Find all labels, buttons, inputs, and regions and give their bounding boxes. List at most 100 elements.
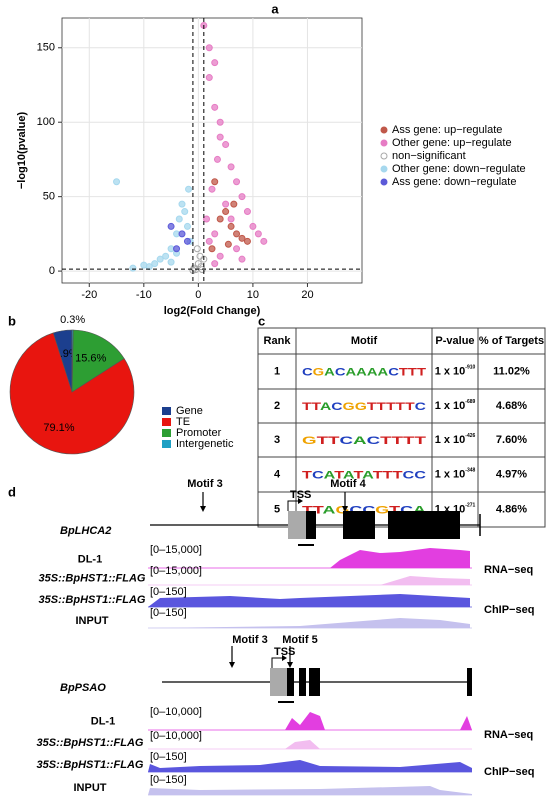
p-value: 1 x 10-348 — [435, 468, 476, 481]
arrow-head — [298, 498, 303, 504]
rank: 2 — [274, 400, 280, 412]
data-point — [216, 252, 224, 260]
table-header: % of Targets — [479, 335, 544, 347]
p-value-exponent: -271 — [465, 503, 475, 509]
arrow-head — [229, 662, 235, 668]
data-point — [208, 245, 216, 253]
y-tick-label: 150 — [37, 42, 55, 54]
x-tick-label: 20 — [301, 289, 313, 301]
data-point — [181, 208, 189, 216]
assay-label: RNA−seq — [484, 729, 533, 741]
legend-label: TE — [176, 416, 190, 428]
tss-label: TSS — [290, 489, 311, 501]
percent-targets: 4.86% — [496, 503, 527, 515]
data-point — [185, 185, 193, 193]
panel-label: a — [271, 1, 279, 16]
coverage-track — [148, 740, 472, 749]
data-point — [203, 215, 211, 223]
y-tick-label: 0 — [49, 265, 55, 277]
data-point — [190, 264, 198, 272]
data-point — [224, 240, 232, 248]
data-point — [249, 222, 257, 230]
exon — [467, 668, 472, 696]
exon — [388, 511, 460, 539]
pie-slice — [71, 329, 125, 393]
data-point — [205, 74, 213, 82]
tss-label: TSS — [274, 646, 295, 658]
track-range: [0–150] — [150, 586, 187, 598]
data-point — [167, 258, 175, 266]
data-point — [222, 200, 230, 208]
legend-marker — [380, 178, 388, 186]
gene-name: BpLHCA2 — [60, 525, 111, 537]
data-point — [211, 260, 219, 268]
legend-swatch — [162, 407, 171, 415]
motif-label: Motif 3 — [232, 634, 267, 646]
data-point — [211, 59, 219, 67]
arrow-head — [282, 655, 287, 661]
p-value-base: 1 x 10 — [435, 400, 466, 412]
coverage-track — [148, 594, 470, 607]
legend-label: non−significant — [392, 150, 466, 162]
legend-swatch — [162, 429, 171, 437]
data-point — [243, 237, 251, 245]
coverage-track — [148, 548, 470, 568]
data-point — [211, 230, 219, 238]
percent-targets: 11.02% — [493, 365, 530, 377]
arrow-head — [342, 506, 348, 512]
table-header: Rank — [264, 335, 292, 347]
data-point — [233, 178, 241, 186]
value-label: 15.6% — [75, 352, 106, 364]
assay-label: ChIP−seq — [484, 604, 534, 616]
track-range: [0–150] — [150, 774, 187, 786]
p-value-exponent: -348 — [465, 468, 475, 474]
data-point — [216, 215, 224, 223]
track-range: [0–10,000] — [150, 730, 202, 742]
data-point — [173, 245, 181, 253]
rank: 4 — [274, 468, 281, 480]
track-sample: DL-1 — [91, 715, 115, 727]
pie-slice — [9, 332, 135, 455]
p-value: 1 x 10-426 — [435, 433, 476, 446]
data-point — [129, 264, 137, 272]
p-value: 1 x 10-910 — [435, 365, 476, 378]
percent-targets: 4.97% — [496, 468, 527, 480]
data-point — [254, 230, 262, 238]
data-point — [162, 252, 170, 260]
legend-label: Promoter — [176, 427, 222, 439]
rank: 5 — [274, 503, 280, 515]
exon — [343, 511, 375, 539]
track-sample: 35S::BpHST1::FLAG — [37, 759, 144, 771]
panel-label: d — [8, 484, 16, 499]
track-sample: DL-1 — [78, 553, 102, 565]
legend-marker — [380, 152, 388, 160]
data-point — [140, 261, 148, 269]
exon — [299, 668, 306, 696]
tss-arrow — [271, 657, 284, 668]
gene-name: BpPSAO — [60, 682, 106, 694]
data-point — [213, 155, 221, 163]
track-range: [0–150] — [150, 751, 187, 763]
panel-label: c — [258, 313, 265, 328]
x-tick-label: 0 — [195, 289, 201, 301]
p-value-exponent: -426 — [465, 433, 475, 439]
track-sample: INPUT — [74, 782, 107, 794]
p-value-base: 1 x 10 — [435, 468, 466, 480]
track-sample: 35S::BpHST1::FLAG — [37, 737, 144, 749]
data-point — [238, 255, 246, 263]
legend-label: Gene — [176, 405, 203, 417]
tss-arrow — [287, 500, 300, 511]
motif-label: Motif 4 — [330, 478, 366, 490]
track-range: [0–10,000] — [150, 706, 202, 718]
legend-swatch — [162, 418, 171, 426]
track-sample: 35S::BpHST1::FLAG — [39, 572, 146, 584]
exon — [306, 511, 316, 539]
value-label: 79.1% — [43, 422, 74, 434]
data-point — [211, 103, 219, 111]
utr — [288, 511, 306, 539]
legend-marker — [380, 139, 388, 147]
data-point — [227, 163, 235, 171]
track-range: [0–15,000] — [150, 544, 202, 556]
